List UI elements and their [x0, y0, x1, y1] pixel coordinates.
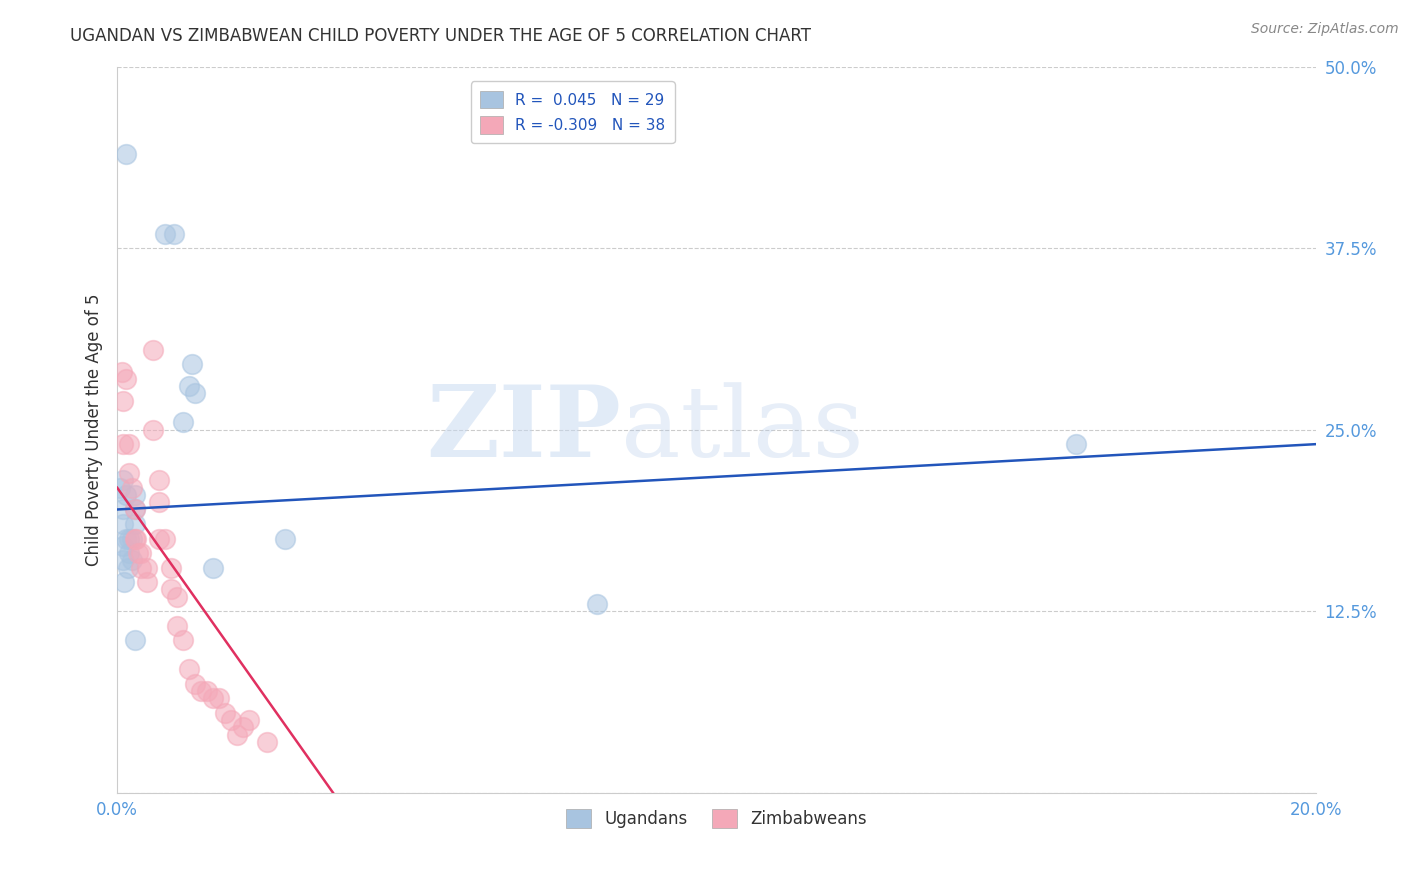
Point	[219, 713, 242, 727]
Point	[195, 684, 218, 698]
Point	[202, 560, 225, 574]
Point	[160, 582, 183, 597]
Point	[190, 684, 212, 698]
Point	[112, 437, 135, 451]
Point	[112, 393, 135, 408]
Text: UGANDAN VS ZIMBABWEAN CHILD POVERTY UNDER THE AGE OF 5 CORRELATION CHART: UGANDAN VS ZIMBABWEAN CHILD POVERTY UNDE…	[70, 27, 811, 45]
Point	[136, 575, 159, 590]
Point	[129, 546, 152, 560]
Point	[111, 365, 134, 379]
Point	[112, 539, 135, 553]
Point	[208, 691, 231, 706]
Point	[148, 495, 170, 509]
Point	[115, 488, 138, 502]
Point	[124, 502, 146, 516]
Point	[124, 633, 146, 648]
Point	[112, 516, 135, 531]
Point	[121, 481, 143, 495]
Point	[108, 481, 131, 495]
Point	[238, 713, 260, 727]
Point	[166, 590, 188, 604]
Point	[181, 357, 204, 371]
Point	[124, 488, 146, 502]
Point	[124, 532, 146, 546]
Point	[124, 502, 146, 516]
Point	[148, 474, 170, 488]
Point	[118, 546, 141, 560]
Point	[118, 466, 141, 480]
Point	[256, 735, 278, 749]
Point	[172, 416, 194, 430]
Point	[118, 437, 141, 451]
Point	[142, 343, 165, 357]
Point	[127, 546, 149, 560]
Point	[118, 532, 141, 546]
Point	[184, 386, 207, 401]
Point	[179, 379, 201, 393]
Point	[112, 474, 135, 488]
Point	[142, 423, 165, 437]
Point	[153, 532, 176, 546]
Text: ZIP: ZIP	[426, 381, 620, 478]
Point	[148, 532, 170, 546]
Point	[112, 575, 135, 590]
Point	[136, 560, 159, 574]
Point	[112, 553, 135, 567]
Point	[226, 728, 249, 742]
Point	[125, 532, 148, 546]
Point	[202, 691, 225, 706]
Point	[115, 146, 138, 161]
Point	[163, 227, 186, 241]
Point	[112, 502, 135, 516]
Point	[129, 560, 152, 574]
Point	[115, 372, 138, 386]
Text: atlas: atlas	[620, 382, 863, 477]
Point	[121, 553, 143, 567]
Point	[115, 532, 138, 546]
Text: Source: ZipAtlas.com: Source: ZipAtlas.com	[1251, 22, 1399, 37]
Point	[117, 560, 139, 574]
Point	[121, 532, 143, 546]
Point	[153, 227, 176, 241]
Point	[214, 706, 236, 720]
Point	[184, 677, 207, 691]
Point	[172, 633, 194, 648]
Point	[1064, 437, 1087, 451]
Y-axis label: Child Poverty Under the Age of 5: Child Poverty Under the Age of 5	[86, 293, 103, 566]
Point	[160, 560, 183, 574]
Point	[166, 618, 188, 632]
Point	[232, 720, 254, 734]
Point	[585, 597, 607, 611]
Point	[179, 662, 201, 676]
Legend: Ugandans, Zimbabweans: Ugandans, Zimbabweans	[560, 803, 875, 835]
Point	[274, 532, 297, 546]
Point	[124, 516, 146, 531]
